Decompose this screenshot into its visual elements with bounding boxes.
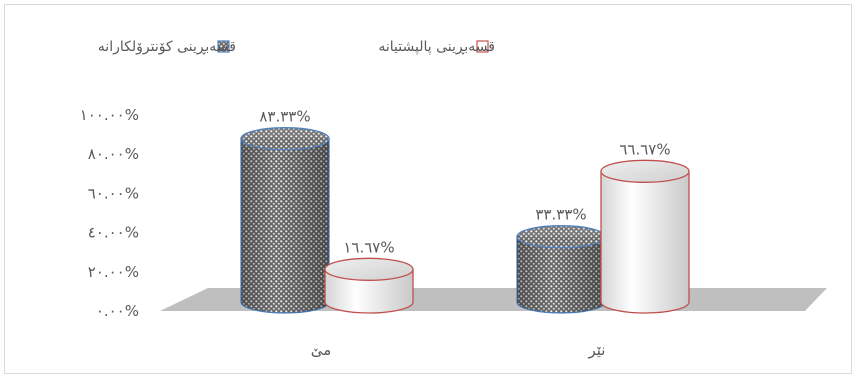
legend-swatch-controlling (217, 40, 230, 53)
y-tick-label: ٢٠.٠٠% (88, 263, 139, 281)
bar-controlling-shading (241, 138, 329, 313)
x-axis-labels: مێ نێر (311, 341, 606, 359)
legend-label-supportive: قسەبڕینی پالپشتیانە (378, 39, 495, 55)
data-label: ٦٦.٦٧% (619, 140, 670, 158)
data-label: ١٦.٦٧% (343, 238, 394, 256)
bar-top-controlling (240, 127, 330, 151)
y-tick-label: ٦٠.٠٠% (88, 184, 139, 202)
bar-top-controlling (516, 225, 606, 249)
y-axis-labels: ٠.٠٠% ٢٠.٠٠% ٤٠.٠٠% ٦٠.٠٠% ٨٠.٠٠% ١٠٠.٠٠% (80, 106, 139, 320)
x-category-label: نێر (588, 341, 606, 359)
legend-label-controlling: قسەبڕینی کۆنترۆلکارانە (98, 39, 236, 55)
bar-chart: قسەبڕینی پالپشتیانە قسەبڕینی کۆنترۆلکارا… (80, 39, 827, 359)
bars: ٨٣.٣٣% ١٦.٦٧% ٣٣.٣٣% ٦٦.٦٧% (240, 108, 690, 314)
y-tick-label: ٨٠.٠٠% (88, 145, 139, 163)
bar-supportive (324, 268, 414, 314)
y-tick-label: ٠.٠٠% (96, 302, 139, 320)
data-label: ٣٣.٣٣% (535, 206, 586, 224)
y-tick-label: ٤٠.٠٠% (88, 224, 139, 242)
bar-supportive (600, 170, 690, 314)
bar-top-supportive (600, 159, 690, 183)
x-category-label: مێ (311, 341, 332, 359)
data-label: ٨٣.٣٣% (259, 108, 310, 126)
legend: قسەبڕینی پالپشتیانە قسەبڕینی کۆنترۆلکارا… (98, 39, 495, 55)
y-tick-label: ١٠٠.٠٠% (80, 106, 139, 124)
legend-swatch-supportive (476, 40, 489, 53)
bar-controlling-shading (517, 236, 605, 313)
chart-frame: قسەبڕینی پالپشتیانە قسەبڕینی کۆنترۆلکارا… (4, 4, 852, 374)
bar-top-supportive (324, 257, 414, 281)
